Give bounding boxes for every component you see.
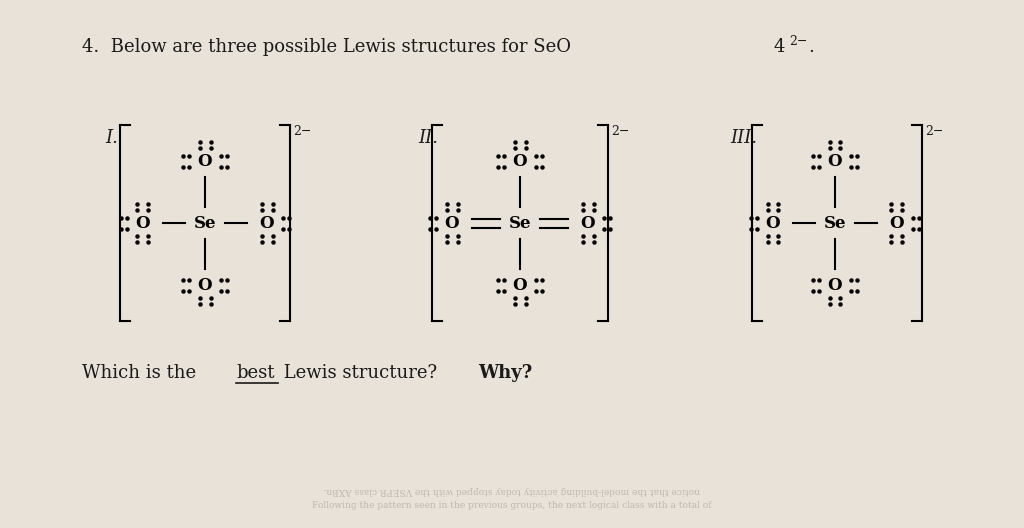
Text: O: O — [766, 214, 780, 231]
Text: II.: II. — [418, 129, 438, 147]
Text: 2−: 2− — [925, 125, 943, 138]
Text: O: O — [827, 277, 843, 294]
Text: notice that the model-building activity today stopped with the VSEPR class AXBn.: notice that the model-building activity … — [324, 486, 700, 495]
Text: O: O — [513, 277, 527, 294]
Text: Se: Se — [194, 214, 216, 231]
Text: Lewis structure?: Lewis structure? — [278, 364, 449, 382]
Text: 4: 4 — [774, 38, 785, 56]
Text: III.: III. — [730, 129, 757, 147]
Text: O: O — [260, 214, 274, 231]
Text: O: O — [827, 153, 843, 169]
Text: 2−: 2− — [611, 125, 630, 138]
Text: Why?: Why? — [478, 364, 532, 382]
Text: O: O — [513, 153, 527, 169]
Text: Se: Se — [509, 214, 531, 231]
Text: O: O — [136, 214, 151, 231]
Text: O: O — [444, 214, 460, 231]
Text: O: O — [198, 277, 212, 294]
Text: Se: Se — [823, 214, 846, 231]
Text: O: O — [581, 214, 595, 231]
Text: .: . — [808, 38, 814, 56]
Text: O: O — [198, 153, 212, 169]
Text: Which is the: Which is the — [82, 364, 202, 382]
Text: I.: I. — [105, 129, 118, 147]
Text: 4.  Below are three possible Lewis structures for SeO: 4. Below are three possible Lewis struct… — [82, 38, 571, 56]
Text: 2−: 2− — [790, 35, 807, 48]
Text: Following the pattern seen in the previous groups, the next logical class with a: Following the pattern seen in the previo… — [312, 502, 712, 511]
Text: 2−: 2− — [293, 125, 311, 138]
Text: best: best — [236, 364, 274, 382]
Text: O: O — [890, 214, 904, 231]
